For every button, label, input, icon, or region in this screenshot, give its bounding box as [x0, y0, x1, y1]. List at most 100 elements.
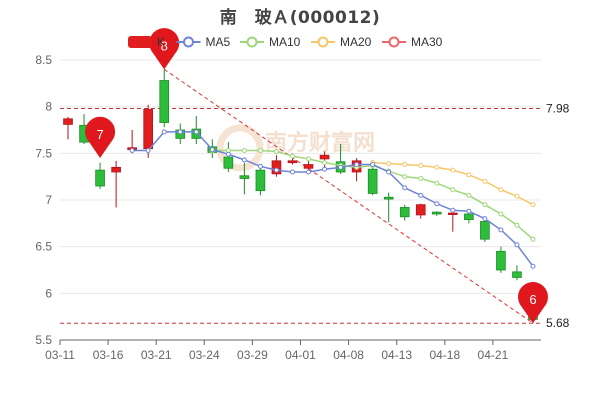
ma20-point	[466, 172, 472, 178]
candle-body	[512, 271, 522, 278]
ma20-point	[514, 193, 520, 199]
candle-body	[448, 212, 458, 215]
ma10-point	[306, 156, 312, 162]
ma10-point	[514, 222, 520, 228]
candle-body	[271, 160, 282, 175]
ma5-point	[434, 201, 440, 207]
ma10-point	[273, 148, 279, 154]
marker-pin	[149, 28, 180, 70]
ma5-point	[450, 207, 456, 213]
ma5-point	[370, 162, 376, 168]
legend-k-label[interactable]: K	[157, 35, 165, 49]
candle-body	[415, 204, 426, 216]
candle-body	[63, 118, 73, 125]
watermark-text: 南方财富网	[265, 130, 375, 156]
x-tick-label: 03-24	[189, 348, 220, 362]
ma20-point	[434, 164, 440, 170]
legend-ma10-marker	[246, 36, 258, 48]
y-tick-label: 6.5	[35, 240, 52, 254]
ma5-point	[241, 157, 247, 163]
ma5-point	[306, 169, 312, 175]
ma10-point	[482, 202, 488, 208]
ma5-point	[129, 148, 135, 154]
candle-body	[399, 207, 410, 218]
candle-body	[111, 166, 121, 173]
ma20-point	[530, 202, 536, 208]
ma5-point	[257, 163, 263, 169]
legend-ma10-label[interactable]: MA10	[269, 35, 301, 49]
ma10-point	[418, 176, 424, 182]
legend-k-swatch	[128, 36, 152, 48]
ma10-point	[289, 153, 295, 159]
ma10-point	[241, 148, 247, 154]
ma5-point	[354, 162, 360, 168]
x-tick-label: 04-01	[285, 348, 316, 362]
candle-body	[143, 109, 153, 150]
ma5-point	[289, 169, 295, 175]
ma5-point	[273, 167, 279, 173]
ma20-point	[386, 161, 392, 167]
legend-ma20-label[interactable]: MA20	[340, 35, 372, 49]
y-tick-label: 8	[45, 100, 52, 114]
ma5-point	[193, 129, 199, 135]
candle-body	[367, 168, 378, 194]
watermark-logo	[216, 124, 264, 172]
ma5-point	[498, 227, 504, 233]
ma5-point	[482, 216, 488, 222]
candle-body	[319, 154, 330, 160]
ma5-point	[514, 242, 520, 248]
candle-body	[303, 164, 314, 169]
reference-line-label: 5.68	[546, 316, 570, 330]
ma5-point	[386, 169, 392, 175]
ma10-point	[530, 236, 536, 242]
ma5-point	[322, 166, 328, 172]
ma10-point	[434, 180, 440, 186]
ma5-point	[530, 263, 536, 269]
y-tick-label: 7.5	[35, 146, 52, 160]
ma5-point	[466, 208, 472, 214]
candle-body	[480, 221, 490, 240]
marker-pin	[517, 282, 548, 324]
marker-pin-label: 8	[161, 38, 168, 53]
y-tick-label: 5.5	[35, 333, 52, 347]
ma10-point	[322, 160, 328, 166]
ma5-line	[132, 131, 534, 267]
ma5-point	[402, 185, 408, 191]
marker-pin-label: 7	[96, 127, 103, 142]
x-tick-label: 03-11	[45, 348, 75, 362]
candle-body	[159, 80, 170, 123]
legend-ma30-marker	[388, 36, 400, 48]
trend-line	[163, 68, 534, 324]
candle-body	[383, 196, 394, 200]
y-tick-label: 8.5	[35, 53, 52, 67]
legend-ma5-label[interactable]: MA5	[206, 35, 231, 49]
candle-body	[255, 169, 266, 192]
ma5-point	[338, 164, 344, 170]
legend-ma5-marker	[183, 36, 194, 48]
ma10-point	[498, 211, 504, 217]
y-tick-label: 7	[45, 193, 52, 207]
reference-line-label: 7.98	[546, 102, 570, 116]
candle-body	[287, 160, 298, 164]
ma5-point	[418, 192, 424, 198]
ma20-point	[450, 167, 456, 173]
ma5-point	[177, 129, 183, 135]
marker-pin	[85, 116, 116, 158]
candle-body	[496, 250, 506, 271]
candle-body	[239, 175, 250, 179]
x-tick-label: 03-21	[141, 348, 172, 362]
ma20-point	[418, 162, 424, 168]
y-tick-label: 6	[45, 286, 52, 300]
marker-pin-label: 6	[529, 292, 536, 307]
ma20-point	[402, 162, 408, 168]
ma20-point	[498, 187, 504, 193]
candle-body	[431, 211, 442, 215]
candle-body	[95, 169, 105, 187]
legend-ma30-label[interactable]: MA30	[411, 35, 443, 49]
ma10-point	[257, 148, 263, 154]
ma5-point	[161, 129, 167, 135]
legend-ma20-marker	[317, 36, 329, 48]
ma5-point	[225, 151, 231, 157]
x-tick-label: 04-08	[333, 348, 364, 362]
